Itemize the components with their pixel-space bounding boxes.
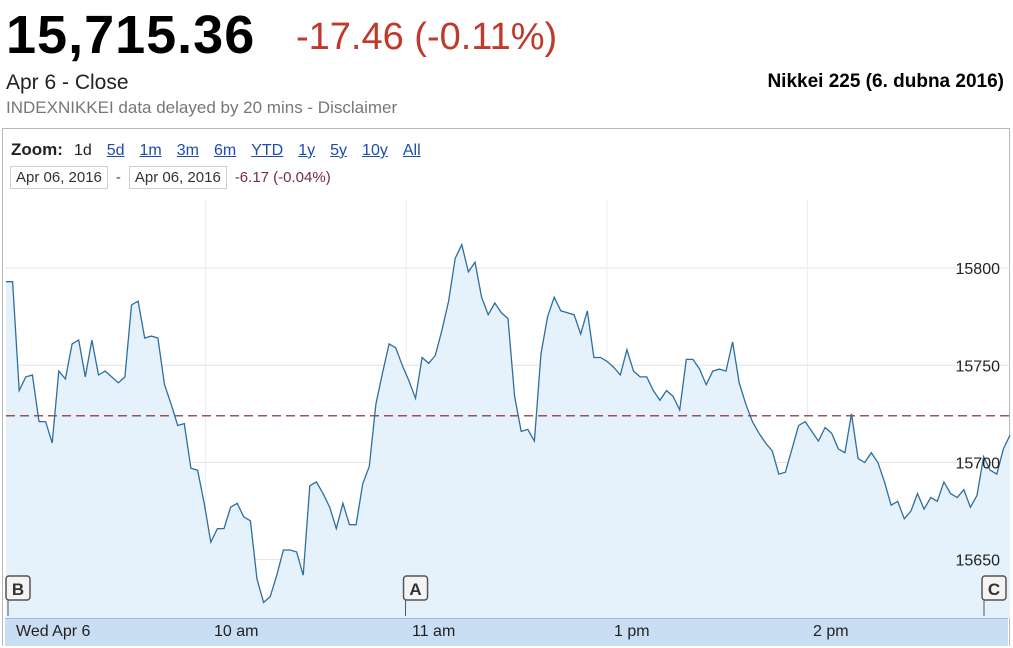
close-label: Apr 6 - Close <box>6 71 129 94</box>
zoom-bar: Zoom: 1d 5d 1m 3m 6m YTD 1y 5y 10y All <box>11 140 436 162</box>
x-tick-label: 2 pm <box>813 623 849 640</box>
y-tick-label: 15700 <box>956 455 1001 472</box>
zoom-option-3m[interactable]: 3m <box>176 142 199 159</box>
chart-caption: Nikkei 225 (6. dubna 2016) <box>767 71 1004 92</box>
event-marker-b[interactable]: B <box>5 575 31 616</box>
y-axis-labels: 15650 15700 15750 15800 <box>956 261 1001 570</box>
zoom-option-ytd[interactable]: YTD <box>251 142 284 159</box>
y-tick-label: 15750 <box>956 358 1001 375</box>
chart-panel <box>2 128 1010 646</box>
zoom-option-5d[interactable]: 5d <box>106 142 125 159</box>
date-range-row: Apr 06, 2016 - Apr 06, 2016 -6.17 (-0.04… <box>10 166 331 189</box>
zoom-title: Zoom: <box>11 140 63 159</box>
event-marker-c[interactable]: C <box>981 575 1007 616</box>
x-tick-label: 11 am <box>412 623 455 640</box>
range-end-input[interactable]: Apr 06, 2016 <box>128 166 227 189</box>
zoom-option-5y[interactable]: 5y <box>330 142 348 159</box>
y-tick-label: 15800 <box>956 261 1001 278</box>
range-change: -6.17 (-0.04%) <box>234 169 331 186</box>
x-tick-label: 10 am <box>214 623 258 640</box>
x-axis-labels: Wed Apr 6 10 am 11 am 1 pm 2 pm <box>16 623 849 640</box>
zoom-option-1m[interactable]: 1m <box>139 142 162 159</box>
price-change: -17.46 (-0.11%) <box>296 16 558 58</box>
x-tick-label: 1 pm <box>614 623 650 640</box>
price-line <box>6 242 1011 604</box>
range-separator: - <box>115 169 121 186</box>
svg-text:C: C <box>988 580 1000 599</box>
event-marker-a[interactable]: A <box>402 575 429 616</box>
current-price: 15,715.36 <box>6 5 256 65</box>
y-tick-label: 15650 <box>956 553 1001 570</box>
price-area-fill <box>6 244 1010 618</box>
zoom-option-1d[interactable]: 1d <box>73 142 92 159</box>
svg-text:B: B <box>12 580 24 599</box>
x-tick-label: Wed Apr 6 <box>16 623 91 640</box>
zoom-option-all[interactable]: All <box>402 142 421 159</box>
x-axis-bar[interactable] <box>5 618 1008 646</box>
range-start-input[interactable]: Apr 06, 2016 <box>10 166 108 189</box>
zoom-option-6m[interactable]: 6m <box>214 142 237 159</box>
svg-text:A: A <box>409 580 421 599</box>
delay-note: INDEXNIKKEI data delayed by 20 mins - Di… <box>6 98 398 117</box>
zoom-option-1y[interactable]: 1y <box>298 142 316 159</box>
zoom-option-10y[interactable]: 10y <box>362 142 388 159</box>
